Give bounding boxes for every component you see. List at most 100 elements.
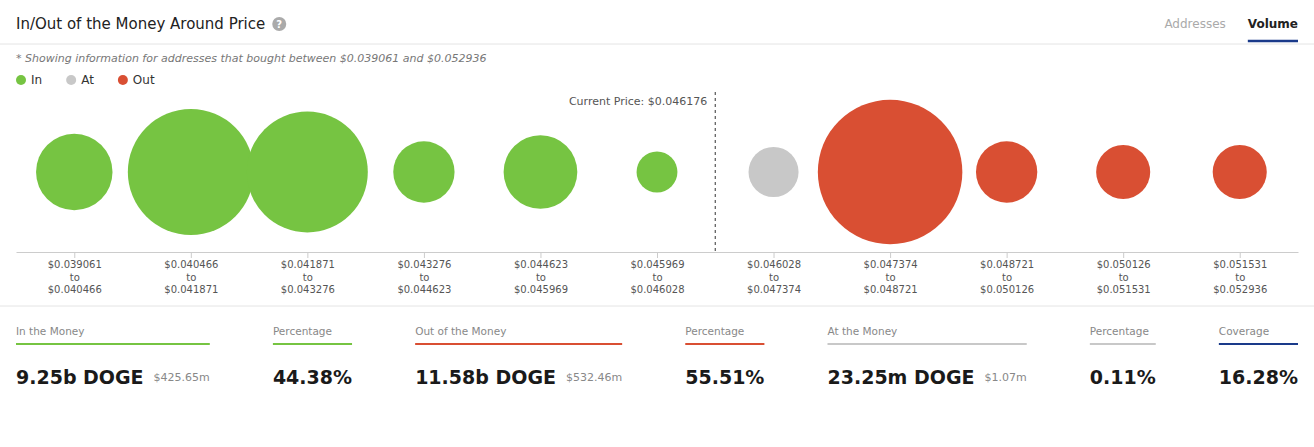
x-tick-label: $0.046028to$0.047374 <box>747 259 801 295</box>
x-axis: $0.039061 to $0.040466$0.040466 to$0.041871… <box>17 252 1299 295</box>
x-tick-label-line: $0.044623 <box>514 259 568 270</box>
x-tick-label: $0.044623to$0.045969 <box>514 259 568 295</box>
x-tick: $0.044623to$0.045969 <box>514 252 568 295</box>
x-tick: $0.050126to$0.051531 <box>1097 252 1151 295</box>
stat-label: Percentage <box>1090 325 1149 337</box>
legend-label: Out <box>133 73 155 87</box>
x-tick-mark <box>1007 252 1008 258</box>
bubble <box>637 152 678 193</box>
stat-value: 16.28% <box>1219 366 1298 388</box>
stat-underline <box>273 343 352 345</box>
x-tick-mark <box>540 252 541 258</box>
x-tick-label-line: to <box>536 272 546 283</box>
tab: Volume <box>1248 17 1298 31</box>
x-tick-mark <box>424 252 425 258</box>
stat-underline <box>1219 343 1298 345</box>
bubble <box>36 134 112 210</box>
stat-label: Out of the Money <box>415 325 506 337</box>
x-tick: $0.047374to$0.048721 <box>864 252 918 295</box>
header-separator <box>0 44 1314 45</box>
x-tick-label-line: $0.050126 <box>980 284 1034 295</box>
x-tick-label-line: to <box>652 272 662 283</box>
tabs: AddressesVolume <box>1164 17 1298 42</box>
bubble <box>1096 145 1150 199</box>
stat-sub: $1.07m <box>985 371 1027 384</box>
stat-value: 55.51% <box>685 366 764 388</box>
x-tick-label-line: to <box>70 272 80 283</box>
x-tick-label: $0.045969 to$0.046028 <box>630 259 684 295</box>
title: In/Out of the Money Around Price <box>16 15 265 33</box>
bubble <box>504 135 578 209</box>
x-tick-mark <box>1123 252 1124 258</box>
x-tick-label-line: $0.051531 <box>1097 284 1151 295</box>
x-tick-label: $0.043276to$0.044623 <box>397 259 451 295</box>
x-tick-mark <box>74 252 75 258</box>
x-tick-label: $0.051531to$0.052936 <box>1213 259 1267 295</box>
x-tick-mark <box>191 252 192 258</box>
stat-column: In the Money9.25b DOGE$425.65m <box>16 325 210 388</box>
bubble <box>128 109 254 235</box>
stat-column: Out of the Money11.58b DOGE$532.46m <box>415 325 622 388</box>
x-tick-label-line: $0.044623 <box>397 284 451 295</box>
stat-sub: $532.46m <box>566 371 622 384</box>
x-tick: $0.046028to$0.047374 <box>747 252 801 295</box>
stat-value: 44.38% <box>273 366 352 388</box>
stat-column: Coverage 16.28% <box>1219 325 1298 388</box>
current-price-label: Current Price: $0.046176 <box>569 95 707 108</box>
stat-label: Coverage <box>1219 325 1269 337</box>
x-tick-label-line: $0.046028 <box>747 259 801 270</box>
x-tick-label-line: $0.048721 <box>864 284 918 295</box>
x-tick-label: $0.048721to$0.050126 <box>980 259 1034 295</box>
current-price-line <box>715 92 716 252</box>
stat-column: At the Money23.25m DOGE$1.07m <box>828 325 1027 388</box>
x-tick-label-line: $0.041871 <box>164 284 218 295</box>
x-tick-label-line: $0.046028 <box>630 284 684 295</box>
legend-label: In <box>31 73 42 87</box>
stats: In the Money9.25b DOGE$425.65m Percentage… <box>16 325 1298 388</box>
x-tick-label-line: to <box>303 272 313 283</box>
stat-label: Percentage <box>685 325 744 337</box>
x-tick: $0.048721to$0.050126 <box>980 252 1034 295</box>
x-tick-mark <box>657 252 658 258</box>
x-tick-label: $0.050126to$0.051531 <box>1097 259 1151 295</box>
stats-separator <box>0 306 1314 307</box>
x-tick: $0.043276to$0.044623 <box>397 252 451 295</box>
bubble <box>818 100 963 245</box>
x-tick: $0.045969 to$0.046028 <box>630 252 684 295</box>
legend-label: At <box>81 73 94 87</box>
x-tick: $0.051531to$0.052936 <box>1213 252 1267 295</box>
stat-underline <box>685 343 764 345</box>
x-tick-label-line: $0.041871 <box>281 259 335 270</box>
subtitle: * Showing information for addresses that… <box>16 52 486 65</box>
x-tick-label-line: to <box>1119 272 1129 283</box>
x-tick-label: $0.040466 to$0.041871 <box>164 259 218 295</box>
bubble <box>749 147 799 197</box>
x-tick-label: $0.039061to$0.040466 <box>48 259 102 295</box>
x-tick-label-line: $0.043276 <box>397 259 451 270</box>
x-tick-label-line: $0.045969 <box>630 259 684 270</box>
help-icon-circle <box>272 17 286 31</box>
x-tick-mark <box>890 252 891 258</box>
x-tick: $0.041871to$0.043276 <box>281 252 335 295</box>
stat-label: Percentage <box>273 325 332 337</box>
x-tick-label: $0.047374to$0.048721 <box>864 259 918 295</box>
stat-value: 0.11% <box>1090 366 1156 388</box>
bubble <box>247 112 368 233</box>
stat-column: Percentage 44.38% <box>273 325 352 388</box>
x-tick-label-line: to <box>1235 272 1245 283</box>
x-tick-mark <box>307 252 308 258</box>
x-tick-mark <box>774 252 775 258</box>
x-tick: $0.040466 to$0.041871 <box>164 252 218 295</box>
bubble <box>1213 145 1267 199</box>
stat-value: 23.25m DOGE <box>828 366 975 388</box>
x-tick-label: $0.041871to$0.043276 <box>281 259 335 295</box>
tab-underline <box>1248 40 1298 43</box>
x-tick-label-line: $0.039061 <box>48 259 102 270</box>
legend-swatch <box>118 75 128 85</box>
stat-value: 9.25b DOGE <box>16 366 144 388</box>
help-icon: ? <box>276 19 282 30</box>
x-tick-label-line: $0.040466 <box>164 259 218 270</box>
x-tick-label-line: to <box>186 272 196 283</box>
x-tick-label-line: to <box>769 272 779 283</box>
x-tick-label-line: $0.047374 <box>864 259 918 270</box>
